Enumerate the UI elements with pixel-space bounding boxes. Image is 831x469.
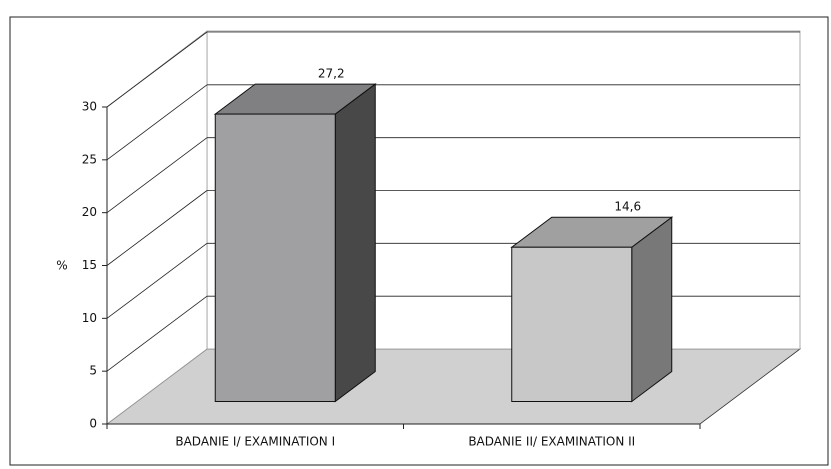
y-tick-label: 30 bbox=[82, 100, 97, 114]
value-label: 14,6 bbox=[614, 200, 641, 214]
grid-line bbox=[106, 243, 208, 319]
grid-line bbox=[106, 31, 208, 108]
y-tick-label: 5 bbox=[89, 364, 97, 378]
y-tick-label: 15 bbox=[82, 258, 97, 272]
grid-line bbox=[106, 190, 208, 266]
walls bbox=[105, 30, 802, 425]
bar-side bbox=[631, 216, 673, 403]
y-tick-label: 10 bbox=[82, 311, 97, 325]
bar bbox=[214, 113, 336, 402]
y-tick-label: 0 bbox=[89, 417, 97, 431]
value-label: 27,2 bbox=[318, 67, 345, 81]
grid-line bbox=[106, 84, 208, 161]
bar bbox=[511, 246, 633, 402]
grid-line bbox=[106, 295, 208, 372]
x-tick-label: BADANIE II/ EXAMINATION II bbox=[468, 435, 635, 449]
bar-side bbox=[334, 83, 376, 403]
y-axis-label: % bbox=[56, 259, 67, 273]
y-tick-label: 25 bbox=[82, 152, 97, 166]
x-tick-label: BADANIE I/ EXAMINATION I bbox=[175, 435, 335, 449]
grid-line bbox=[106, 137, 208, 213]
y-tick-label: 20 bbox=[82, 205, 97, 219]
floor bbox=[105, 348, 802, 425]
